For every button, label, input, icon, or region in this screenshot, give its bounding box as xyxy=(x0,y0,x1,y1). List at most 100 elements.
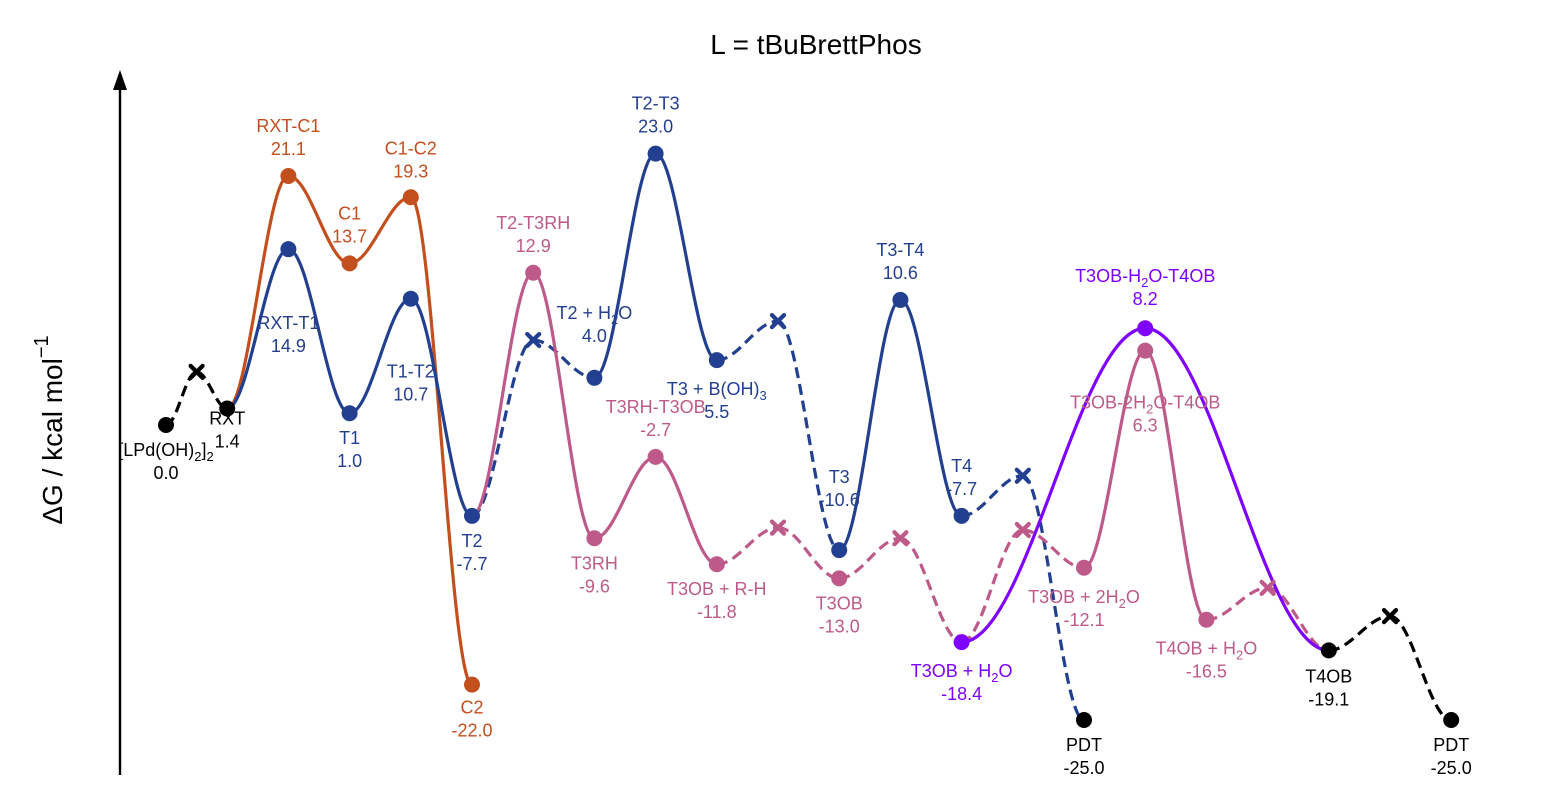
point-label: T2 -7.7 xyxy=(456,531,487,574)
curve-segment xyxy=(1022,528,1085,570)
curve-segment xyxy=(1389,614,1452,722)
curve-segment xyxy=(532,271,596,540)
point-marker xyxy=(219,400,236,417)
point-label-value: 23.0 xyxy=(638,117,673,137)
point-label-subscript: 2 xyxy=(991,670,998,685)
point-marker xyxy=(280,241,297,258)
point-marker xyxy=(280,168,297,185)
point-label: RXT-C1 21.1 xyxy=(256,116,320,159)
point-label-value: -7.7 xyxy=(946,479,977,499)
point-label-value: 10.6 xyxy=(883,263,918,283)
curve-segment xyxy=(1144,349,1208,622)
curve-segment xyxy=(593,152,657,380)
point-label-text: C1 xyxy=(338,203,361,223)
point-label-value: -25.0 xyxy=(1431,758,1472,778)
point-label: T3-T4 10.6 xyxy=(876,240,924,283)
x-marker-icon xyxy=(188,363,205,380)
curve-segment xyxy=(226,174,290,411)
curve-segment xyxy=(471,271,534,518)
point-label-name: T3 + B(OH)3 xyxy=(667,379,767,403)
curve-segment xyxy=(594,455,656,540)
curve-segment xyxy=(471,338,534,518)
point-label-text: T3OB xyxy=(816,593,863,613)
point-label-subscript: 2 xyxy=(611,312,618,327)
point-label-text: C2 xyxy=(460,698,483,718)
point-labels: [LPd(OH)2]20.0RXT1.4RXT-C121.1C113.7C1-C… xyxy=(118,94,1471,778)
point-label-text: RXT-T1 xyxy=(257,313,319,333)
point-label-value: -9.6 xyxy=(579,576,610,596)
point-label: T4OB -19.1 xyxy=(1305,666,1352,709)
point-label-value: -16.5 xyxy=(1186,662,1227,682)
point-marker xyxy=(892,291,909,308)
curve-segment xyxy=(838,298,902,552)
curve-segment xyxy=(777,319,840,552)
point-label-text-tail: O xyxy=(998,661,1012,681)
point-label-text: RXT-C1 xyxy=(256,116,320,136)
point-label-name: [LPd(OH)2]2 xyxy=(118,440,214,464)
chart-title: L = tBuBrettPhos xyxy=(710,29,921,60)
point-label-value: 0.0 xyxy=(153,463,178,483)
point-label-text-tail: O-T4OB xyxy=(1148,266,1215,286)
x-marker-icon xyxy=(769,519,787,536)
point-label-text: T4 xyxy=(951,456,972,476)
point-marker xyxy=(1320,642,1337,659)
point-label-value: -19.1 xyxy=(1308,689,1349,709)
curve-segment xyxy=(287,247,351,415)
point-label-name: T4OB + H2O xyxy=(1156,639,1258,663)
point-label-name: T1-T2 xyxy=(387,362,435,382)
point-label-text: T3RH-T3OB xyxy=(606,397,706,417)
point-label: T3 -10.6 xyxy=(819,467,860,510)
point-label-text-tail: ] xyxy=(202,440,207,460)
point-label-subscript: 2 xyxy=(1236,648,1243,663)
point-label-name: T3-T4 xyxy=(876,240,924,260)
curve-segment xyxy=(1145,326,1329,652)
point-label-value: 1.4 xyxy=(215,431,240,451)
point-label-text: T3OB-H xyxy=(1075,266,1141,286)
curve-segment xyxy=(716,319,779,362)
point-marker xyxy=(402,290,419,307)
point-label: T2-T3RH 12.9 xyxy=(496,213,570,256)
point-marker xyxy=(1137,320,1154,337)
point-label-subscript: 2 xyxy=(1141,275,1148,290)
point-marker xyxy=(1137,342,1154,359)
point-label-value: -7.7 xyxy=(456,554,487,574)
point-label-text: T3OB + 2H xyxy=(1028,587,1119,607)
point-marker xyxy=(464,676,480,693)
point-label-value: -18.4 xyxy=(941,684,982,704)
point-label-name: RXT-C1 xyxy=(256,116,320,136)
markers xyxy=(158,145,1460,728)
point-label: T3 + B(OH)35.5 xyxy=(667,379,767,422)
point-label-value: 14.9 xyxy=(271,336,306,356)
point-marker xyxy=(402,189,419,206)
point-label-subscript: 2 xyxy=(1146,402,1153,417)
point-marker xyxy=(586,530,603,547)
curve-segment xyxy=(1267,586,1330,652)
point-label-value: 6.3 xyxy=(1133,416,1158,436)
point-label-text: T1-T2 xyxy=(387,362,435,382)
point-label-text: T2-T3RH xyxy=(496,213,570,233)
point-label-name: PDT xyxy=(1433,735,1469,755)
point-marker xyxy=(586,369,603,386)
curve-segment xyxy=(533,338,595,380)
point-label-subscript: 3 xyxy=(759,388,766,403)
point-label-value: 1.0 xyxy=(337,451,362,471)
point-label: T11.0 xyxy=(337,428,362,471)
point-marker xyxy=(158,417,174,433)
point-label: T4 -7.7 xyxy=(946,456,977,499)
point-label-text: T3OB + R-H xyxy=(667,579,767,599)
point-label-value: 8.2 xyxy=(1133,289,1158,309)
point-label-text: T2 xyxy=(461,531,482,551)
point-label-text: T3OB + H xyxy=(911,661,992,681)
point-label-text-tail: O xyxy=(1126,587,1140,607)
point-label-value: 4.0 xyxy=(582,326,607,346)
point-label-value: -22.0 xyxy=(451,721,492,741)
x-marker-icon xyxy=(769,313,787,330)
point-label: C2 -22.0 xyxy=(451,698,492,741)
point-label: T1-T2 10.7 xyxy=(387,362,435,405)
point-label-value: -2.7 xyxy=(640,420,671,440)
point-label: T3OB + R-H -11.8 xyxy=(667,579,767,622)
point-label-name: T3OB-H2O-T4OB xyxy=(1075,266,1215,290)
point-label: PDT -25.0 xyxy=(1063,735,1104,778)
y-axis-arrow-icon xyxy=(113,70,127,90)
point-label-name: T2 + H2O xyxy=(557,303,633,327)
